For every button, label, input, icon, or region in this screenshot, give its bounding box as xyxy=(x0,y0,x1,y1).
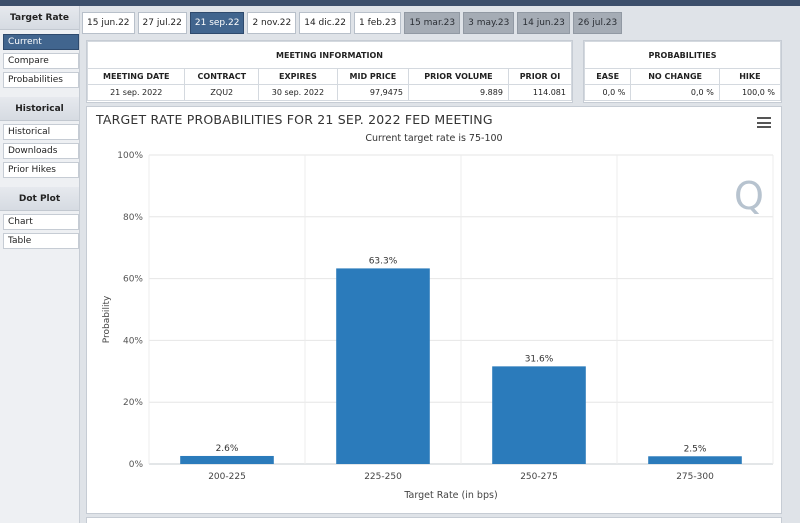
tab-meeting-date[interactable]: 1 feb.23 xyxy=(354,12,402,34)
y-tick-label: 20% xyxy=(123,398,143,408)
data-label: 31.6% xyxy=(525,354,554,364)
y-tick-label: 80% xyxy=(123,213,143,223)
data-label: 2.6% xyxy=(216,444,239,454)
sidebar-item-prior-hikes[interactable]: Prior Hikes xyxy=(3,162,79,178)
bar xyxy=(648,456,742,464)
bar xyxy=(492,366,586,464)
table-header-cell: CONTRACT xyxy=(184,68,260,85)
bar xyxy=(180,455,274,464)
x-tick-label: 250-275 xyxy=(520,472,558,482)
y-tick-label: 100% xyxy=(117,151,143,161)
table-header-cell: PRIOR OI xyxy=(507,68,573,85)
bar xyxy=(336,268,430,464)
meeting-date-tabs: 15 jun.22 27 jul.22 21 sep.22 2 nov.22 14 di… xyxy=(82,12,623,36)
tab-meeting-date[interactable]: 27 jul.22 xyxy=(137,12,187,34)
probabilities-title: PROBABILITIES xyxy=(584,41,781,69)
sidebar-item-historical[interactable]: Historical xyxy=(3,124,79,140)
table-cell: 0,0 % xyxy=(630,84,720,101)
table-header-cell: MEETING DATE xyxy=(86,68,186,85)
tab-meeting-date[interactable]: 14 jun.23 xyxy=(517,12,570,34)
data-label: 63.3% xyxy=(369,256,398,266)
hamburger-menu-icon[interactable] xyxy=(757,117,771,128)
chart-title: TARGET RATE PROBABILITIES FOR 21 SEP. 20… xyxy=(96,112,493,127)
chart-panel: TARGET RATE PROBABILITIES FOR 21 SEP. 20… xyxy=(86,106,782,514)
tab-meeting-date[interactable]: 2 nov.22 xyxy=(247,12,297,34)
x-tick-label: 275-300 xyxy=(676,472,714,482)
table-cell: 9.889 xyxy=(408,84,509,101)
sidebar-item-chart[interactable]: Chart xyxy=(3,214,79,230)
probabilities-panel: PROBABILITIES EASE NO CHANGE HIKE 0,0 % 0,0… xyxy=(583,40,782,103)
table-header-cell: MID PRICE xyxy=(336,68,410,85)
sidebar-item-downloads[interactable]: Downloads xyxy=(3,143,79,159)
table-header-cell: PRIOR VOLUME xyxy=(408,68,509,85)
x-tick-label: 200-225 xyxy=(208,472,246,482)
table-cell: 21 sep. 2022 xyxy=(86,84,186,101)
chart-subtitle: Current target rate is 75-100 xyxy=(365,133,503,144)
table-cell: ZQU2 xyxy=(184,84,260,101)
table-header-cell: NO CHANGE xyxy=(630,68,720,85)
table-header-cell: EASE xyxy=(583,68,632,85)
tab-meeting-date[interactable]: 26 jul.23 xyxy=(572,12,623,34)
tab-meeting-date[interactable]: 15 jun.22 xyxy=(82,12,135,34)
y-tick-label: 60% xyxy=(123,275,143,285)
sidebar-section-title: Target Rate xyxy=(0,6,79,30)
table-cell: 97,9475 xyxy=(336,84,410,101)
table-cell: 30 sep. 2022 xyxy=(258,84,338,101)
x-axis-label: Target Rate (in bps) xyxy=(403,490,497,501)
sidebar-item-compare[interactable]: Compare xyxy=(3,53,79,69)
bar-chart: 0% 20% 40% 60% 80% 100% 2.6% 200-225 63.3% 225-25… xyxy=(102,151,774,501)
meeting-information-title: MEETING INFORMATION xyxy=(87,41,572,69)
tab-meeting-date[interactable]: 15 mar.23 xyxy=(404,12,461,34)
sidebar-item-table[interactable]: Table xyxy=(3,233,79,249)
top-bar xyxy=(0,0,800,6)
data-label: 2.5% xyxy=(684,444,707,454)
q-logo-watermark-icon: Q xyxy=(734,174,764,218)
table-header-cell: HIKE xyxy=(718,68,782,85)
table-cell: 0,0 % xyxy=(583,84,632,101)
meeting-information-panel: MEETING INFORMATION MEETING DATE CONTRACT… xyxy=(86,40,573,103)
table-cell: 114.081 xyxy=(507,84,573,101)
tab-meeting-date[interactable]: 14 dic.22 xyxy=(299,12,352,34)
y-tick-label: 0% xyxy=(129,460,144,470)
table-header-cell: EXPIRES xyxy=(258,68,338,85)
tab-meeting-date[interactable]: 21 sep.22 xyxy=(189,12,245,34)
sidebar-section-title: Dot Plot xyxy=(0,187,79,211)
sidebar-section-title: Historical xyxy=(0,97,79,121)
y-axis-label: Probability xyxy=(102,295,112,343)
sidebar-item-probabilities[interactable]: Probabilities xyxy=(3,72,79,88)
sidebar-item-current[interactable]: Current xyxy=(3,34,79,50)
tab-meeting-date[interactable]: 3 may.23 xyxy=(463,12,515,34)
x-tick-label: 225-250 xyxy=(364,472,402,482)
table-cell: 100,0 % xyxy=(718,84,782,101)
y-tick-label: 40% xyxy=(123,336,143,346)
sidebar: Target Rate Current Compare Probabilities Hi… xyxy=(0,6,80,523)
bottom-panel xyxy=(86,517,782,523)
